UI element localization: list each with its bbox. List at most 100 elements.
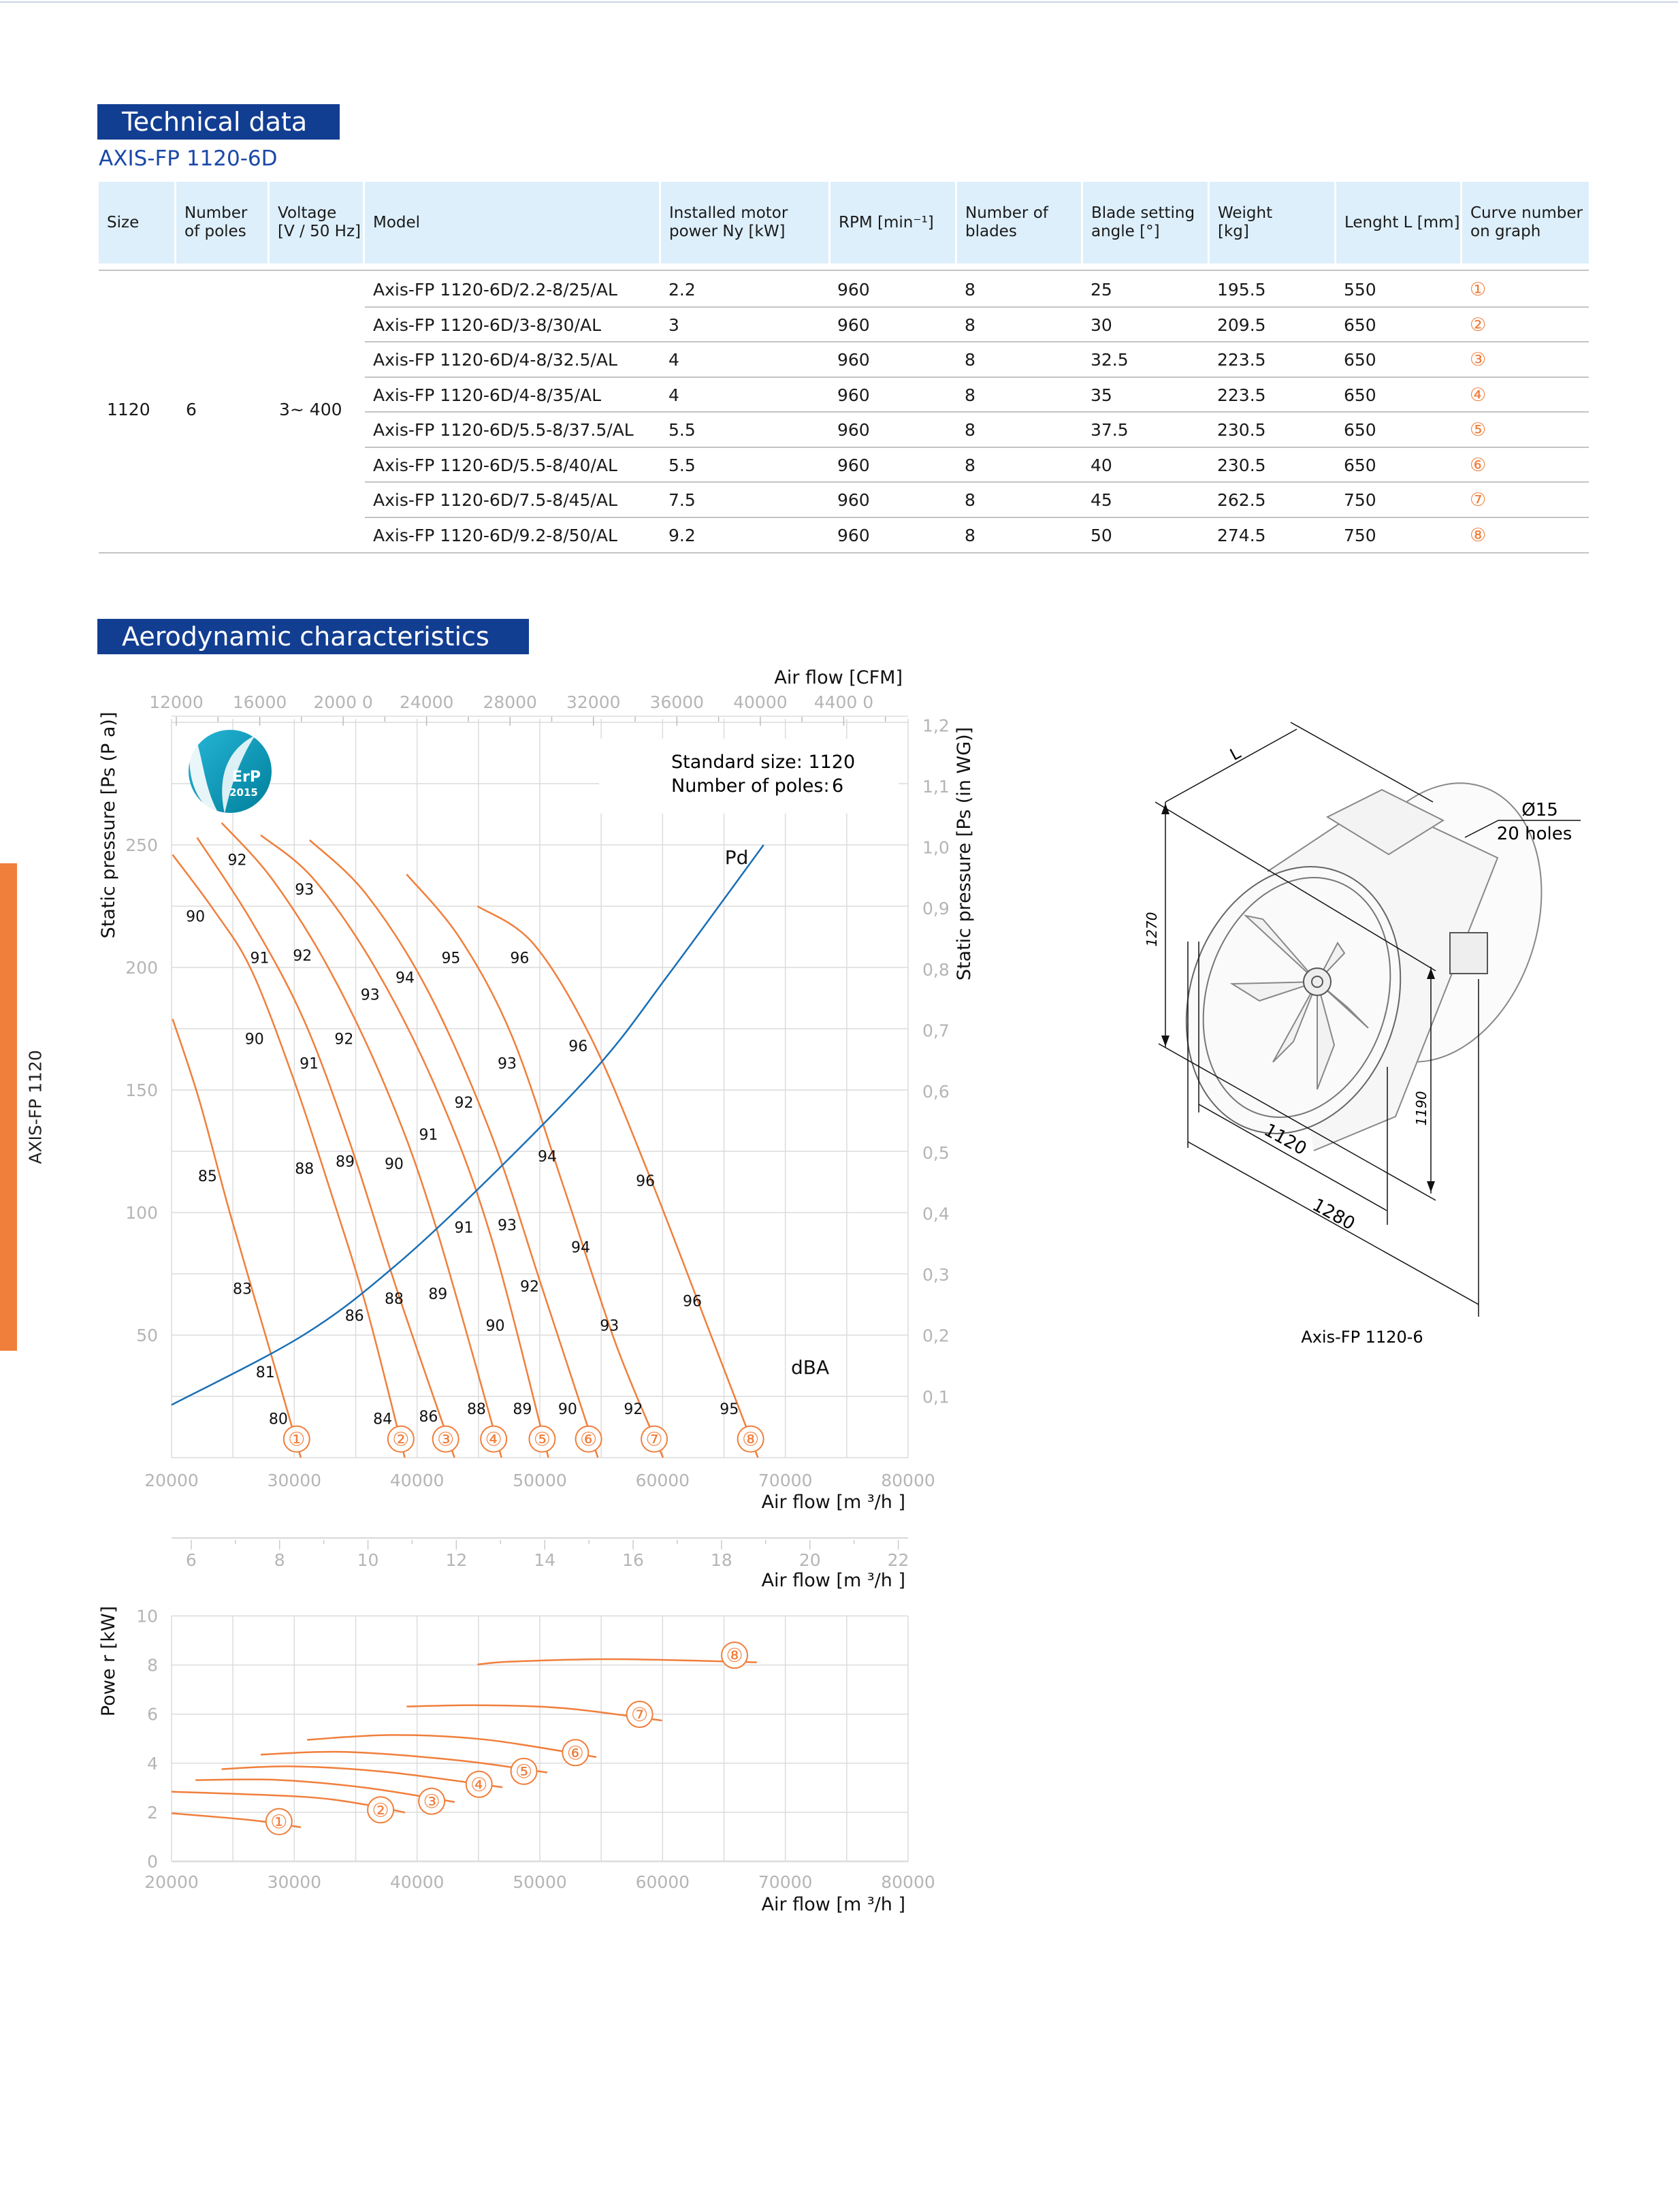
aux-tick-label: 20 xyxy=(799,1550,821,1570)
row-blades: 8 xyxy=(965,350,975,370)
y-tick-label: 50 xyxy=(136,1326,158,1345)
pressure-curve-5 xyxy=(260,834,549,1458)
dim-l-label: L xyxy=(1227,743,1244,765)
col-poles: Number of poles xyxy=(176,182,270,263)
curve-marker xyxy=(480,1425,508,1453)
row-power: 3 xyxy=(668,315,679,335)
aux-tick-label: 22 xyxy=(888,1550,909,1570)
curve-marker xyxy=(465,1770,493,1798)
table-row: Axis-FP 1120-6D/2.2-8/25/AL 2.2 960 8 25 195.… xyxy=(365,272,1589,308)
row-length: 650 xyxy=(1344,315,1376,335)
row-weight: 195.5 xyxy=(1217,280,1266,300)
info-box-bg xyxy=(599,739,899,814)
aux-tick-label: 8 xyxy=(274,1550,285,1570)
dba-label: 89 xyxy=(513,1401,532,1418)
y2-tick-label: 0,5 xyxy=(922,1143,950,1163)
row-power: 4 xyxy=(668,385,679,405)
cfm-tick-label: 40000 xyxy=(733,692,788,712)
row-blades: 8 xyxy=(965,455,975,475)
row-length: 650 xyxy=(1344,455,1376,475)
junction-box xyxy=(1449,932,1488,974)
row-curve-number: ③ xyxy=(1470,349,1487,370)
pressure-curve-1 xyxy=(172,1019,302,1458)
row-power: 9.2 xyxy=(668,525,696,545)
row-model: Axis-FP 1120-6D/4-8/35/AL xyxy=(373,385,602,405)
dba-label: 96 xyxy=(636,1173,655,1190)
row-angle: 30 xyxy=(1091,315,1112,335)
pressure-curve-7 xyxy=(406,873,664,1458)
dimension-lines xyxy=(1155,722,1581,1317)
hole-diameter-label: Ø15 xyxy=(1521,800,1558,820)
curve-marker-label: ① xyxy=(270,1811,287,1833)
y2-tick-label: 0,7 xyxy=(922,1021,950,1041)
curve-marker-label: ⑥ xyxy=(580,1428,597,1451)
dba-label: 89 xyxy=(428,1286,447,1303)
col-size: Size xyxy=(99,182,176,263)
dba-label: 91 xyxy=(300,1055,319,1072)
y2-tick-label: 0,6 xyxy=(922,1082,950,1102)
dba-label: 94 xyxy=(571,1239,590,1256)
row-curve-number: ⑥ xyxy=(1470,454,1487,476)
leaf-icon xyxy=(222,735,255,814)
row-angle: 45 xyxy=(1091,490,1112,510)
y-tick-label: 250 xyxy=(125,835,158,855)
y-axis-title: Powe r [kW] xyxy=(98,1606,119,1716)
technical-data-heading: Technical data xyxy=(97,104,340,140)
row-model: Axis-FP 1120-6D/2.2-8/25/AL xyxy=(373,280,617,300)
cfm-tick-label: 24000 xyxy=(400,692,454,712)
x-tick-label: 40000 xyxy=(390,1471,445,1490)
col-length: Lenght L [mm] xyxy=(1336,182,1462,263)
dim-1270-label: 1270 xyxy=(1144,912,1160,947)
curve-marker-label: ⑤ xyxy=(515,1761,532,1783)
curve-marker-label: ⑦ xyxy=(646,1428,663,1451)
erp-year: 2015 xyxy=(229,786,258,799)
dba-label: 93 xyxy=(498,1055,517,1072)
power-curve-4 xyxy=(221,1765,503,1789)
row-model: Axis-FP 1120-6D/7.5-8/45/AL xyxy=(373,490,617,510)
dba-label: 90 xyxy=(558,1401,577,1418)
cfm-tick-label: 16000 xyxy=(233,692,287,712)
curve-marker xyxy=(528,1425,556,1453)
pd-label: Pd xyxy=(725,846,749,869)
aux-tick-label: 10 xyxy=(357,1550,379,1570)
row-weight: 209.5 xyxy=(1217,315,1266,335)
pressure-curve-4 xyxy=(221,822,502,1458)
dba-label: 95 xyxy=(441,950,460,967)
row-angle: 32.5 xyxy=(1091,350,1129,370)
curve-marker-label: ⑧ xyxy=(742,1428,759,1451)
row-angle: 37.5 xyxy=(1091,420,1129,440)
y2-tick-label: 0,3 xyxy=(922,1265,950,1285)
col-curve: Curve number on graph xyxy=(1462,182,1589,263)
curve-marker-label: ⑥ xyxy=(567,1742,584,1764)
row-power: 7.5 xyxy=(668,490,696,510)
dba-label: 88 xyxy=(467,1401,486,1418)
col-weight: Weight [kg] xyxy=(1210,182,1336,263)
table-divider xyxy=(99,270,1589,271)
col-power: Installed motor power Ny [kW] xyxy=(661,182,830,263)
dba-label: 94 xyxy=(396,969,415,987)
leaf-icon xyxy=(189,732,220,816)
row-length: 550 xyxy=(1344,280,1376,300)
curve-marker xyxy=(283,1425,310,1453)
table-row: Axis-FP 1120-6D/9.2-8/50/AL 9.2 960 8 50 274.… xyxy=(365,518,1589,554)
curve-marker-label: ④ xyxy=(485,1428,502,1451)
col-blades: Number of blades xyxy=(957,182,1083,263)
curve-marker-label: ③ xyxy=(437,1428,454,1451)
cfm-tick-label: 32000 xyxy=(566,692,621,712)
dimension-arrows xyxy=(1161,803,1435,1192)
hole-count-label: 20 holes xyxy=(1497,824,1572,844)
curve-marker-label: ② xyxy=(392,1428,409,1451)
poles-value: 6 xyxy=(832,775,843,797)
y2-tick-label: 1,0 xyxy=(922,838,950,858)
curve-marker xyxy=(418,1787,446,1815)
erp-logo: ErP 2015 xyxy=(189,730,272,816)
dba-label: 84 xyxy=(373,1411,392,1428)
dba-label: 91 xyxy=(250,950,269,967)
power-curve-6 xyxy=(307,1734,597,1759)
cfm-tick-label: 2000 0 xyxy=(313,692,372,712)
row-blades: 8 xyxy=(965,525,975,545)
dba-label: 88 xyxy=(295,1161,314,1178)
y2-tick-label: 0,1 xyxy=(922,1387,950,1407)
col-model: Model xyxy=(365,182,661,263)
row-length: 650 xyxy=(1344,385,1376,405)
